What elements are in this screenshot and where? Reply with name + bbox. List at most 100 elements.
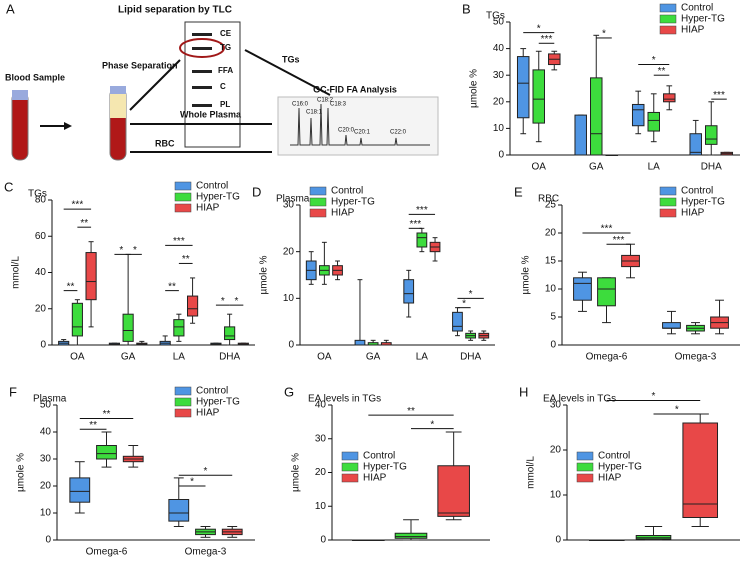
legend-swatch [659, 25, 677, 35]
box [532, 69, 545, 124]
significance-label: ** [182, 254, 190, 265]
y-tick-label: 20 [315, 467, 327, 478]
box [168, 499, 190, 522]
legend-swatch [341, 462, 359, 472]
box [96, 445, 117, 460]
y-axis-label: µmole % [259, 255, 270, 294]
y-axis-label: µmole % [521, 255, 532, 294]
peak-label: C22:0 [390, 130, 407, 136]
significance-label: * [537, 23, 541, 34]
x-tick-label: Omega-6 [586, 352, 628, 363]
x-tick-label: OA [532, 162, 547, 173]
y-tick-label: 0 [550, 340, 556, 351]
y-tick-label: 0 [40, 340, 46, 351]
significance-label: ** [168, 281, 176, 292]
significance-label: *** [173, 236, 185, 247]
legend-label: Hyper-TG [331, 197, 375, 208]
legend-label: Hyper-TG [196, 397, 240, 408]
y-tick-label: 10 [315, 501, 327, 512]
legend-label: Hyper-TG [681, 197, 725, 208]
legend-label: HIAP [681, 25, 705, 36]
panel-letter: B [462, 1, 471, 16]
y-tick-label: 5 [550, 312, 556, 323]
y-tick-label: 40 [315, 400, 327, 411]
panel-letter: D [252, 184, 261, 199]
box [689, 133, 702, 156]
box [416, 232, 428, 248]
x-tick-label: Omega-3 [185, 547, 227, 558]
tube-cap [110, 86, 126, 94]
chart-title: TGs [486, 11, 505, 22]
y-tick-label: 30 [283, 200, 295, 211]
arrow [244, 49, 331, 96]
legend-label: Control [196, 386, 228, 397]
box [597, 277, 616, 307]
significance-label: * [430, 419, 434, 430]
x-tick-label: GA [366, 352, 381, 363]
box [394, 532, 428, 539]
box [354, 339, 366, 346]
chart-title: Plasma [33, 394, 67, 405]
y-tick-label: 30 [493, 70, 505, 81]
significance-label: *** [541, 34, 553, 45]
x-tick-label: GA [121, 352, 136, 363]
y-tick-label: 0 [555, 535, 561, 546]
peak-label: C20:0 [338, 128, 355, 134]
y-tick-label: 40 [493, 43, 505, 54]
y-tick-label: 0 [320, 535, 326, 546]
significance-label: ** [658, 66, 666, 77]
arrow-head [64, 122, 72, 130]
significance-label: *** [409, 219, 421, 230]
y-axis-label: µmole % [291, 453, 302, 492]
phase-label: Phase Separation [102, 60, 178, 70]
legend-label: HIAP [196, 408, 220, 419]
legend-label: HIAP [363, 473, 387, 484]
tgs-label: TGs [282, 54, 300, 64]
box [516, 56, 530, 119]
x-tick-label: LA [416, 352, 429, 363]
legend-label: Hyper-TG [363, 462, 407, 473]
y-tick-label: 30 [40, 454, 52, 465]
significance-label: * [235, 296, 239, 307]
x-tick-label: LA [173, 352, 186, 363]
significance-label: * [190, 477, 194, 488]
legend-swatch [174, 386, 192, 396]
plasma-label: Whole Plasma [180, 109, 242, 119]
x-tick-label: LA [648, 162, 661, 173]
x-tick-label: OA [70, 352, 85, 363]
box [173, 319, 185, 337]
band [192, 47, 212, 50]
rbc-label: RBC [155, 138, 175, 148]
y-tick-label: 20 [550, 445, 562, 456]
y-axis-label: µmole % [469, 69, 480, 108]
legend-label: HIAP [681, 208, 705, 219]
significance-label: *** [601, 224, 613, 235]
y-tick-label: 20 [545, 228, 557, 239]
legend-label: Control [598, 451, 630, 462]
peak-label: C20:1 [354, 130, 371, 136]
legend-label: HIAP [331, 208, 355, 219]
y-tick-label: 10 [550, 490, 562, 501]
box [122, 313, 134, 342]
y-tick-label: 25 [545, 200, 557, 211]
x-tick-label: OA [317, 352, 332, 363]
significance-label: * [652, 391, 656, 402]
significance-label: *** [613, 235, 625, 246]
box [631, 103, 645, 127]
box [590, 77, 603, 156]
box [437, 465, 470, 517]
significance-label: * [469, 289, 473, 300]
y-tick-label: 10 [283, 293, 295, 304]
box [663, 93, 676, 103]
band [192, 104, 212, 107]
y-tick-label: 60 [35, 231, 47, 242]
significance-label: * [675, 405, 679, 416]
legend-swatch [174, 181, 192, 191]
x-tick-label: GA [589, 162, 604, 173]
y-tick-label: 10 [545, 284, 557, 295]
box [403, 279, 415, 304]
significance-label: * [652, 55, 656, 66]
significance-label: ** [407, 406, 415, 417]
